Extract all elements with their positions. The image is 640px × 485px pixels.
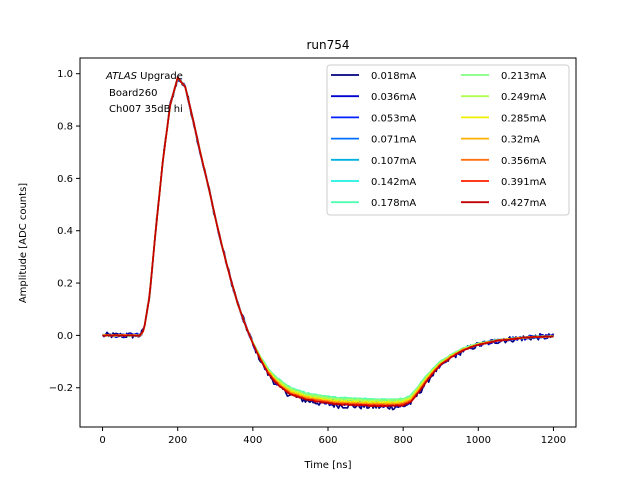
x-axis-title: Time [ns] bbox=[303, 460, 351, 471]
annotation-upgrade: Upgrade bbox=[137, 71, 183, 82]
legend-label: 0.036mA bbox=[371, 92, 416, 103]
series-curves bbox=[101, 75, 555, 411]
x-tick-label: 400 bbox=[243, 435, 262, 446]
x-axis-ticks: 0 200 400 600 800 1000 1200 bbox=[99, 427, 566, 446]
legend-label: 0.071mA bbox=[371, 135, 416, 146]
legend-label: 0.142mA bbox=[371, 177, 416, 188]
y-tick-label: 0.8 bbox=[57, 122, 73, 133]
y-tick-label: 0.4 bbox=[57, 226, 73, 237]
legend: 0.018mA 0.036mA 0.053mA 0.071mA 0.107mA 0.142… bbox=[326, 64, 570, 216]
legend-label: 0.356mA bbox=[501, 156, 546, 167]
legend-label: 0.249mA bbox=[501, 92, 546, 103]
y-tick-label: 0.2 bbox=[57, 279, 73, 290]
series-line bbox=[102, 76, 554, 408]
legend-label: 0.053mA bbox=[371, 113, 416, 124]
legend-label: 0.178mA bbox=[371, 198, 416, 209]
legend-label: 0.018mA bbox=[371, 71, 416, 82]
y-tick-label: 1.0 bbox=[57, 69, 73, 80]
y-axis-ticks: −0.2 0.0 0.2 0.4 0.6 0.8 1.0 bbox=[49, 69, 80, 394]
legend-items: 0.018mA 0.036mA 0.053mA 0.071mA 0.107mA 0.142… bbox=[331, 71, 546, 209]
x-tick-label: 200 bbox=[168, 435, 187, 446]
x-tick-label: 1000 bbox=[466, 435, 491, 446]
y-tick-label: 0.6 bbox=[57, 174, 73, 185]
annotation-line-3: Ch007 35dB hi bbox=[109, 104, 183, 115]
annotation-line-2: Board260 bbox=[109, 88, 157, 99]
annotation-line-1: ATLAS Upgrade bbox=[105, 71, 183, 82]
x-tick-label: 600 bbox=[318, 435, 337, 446]
y-tick-label: −0.2 bbox=[49, 383, 73, 394]
annotation-atlas: ATLAS bbox=[105, 71, 138, 82]
legend-label: 0.32mA bbox=[501, 135, 540, 146]
y-axis-title: Amplitude [ADC counts] bbox=[18, 183, 29, 303]
legend-label: 0.107mA bbox=[371, 156, 416, 167]
legend-label: 0.213mA bbox=[501, 71, 546, 82]
y-tick-label: 0.0 bbox=[57, 331, 73, 342]
x-tick-label: 800 bbox=[394, 435, 413, 446]
legend-label: 0.427mA bbox=[501, 198, 546, 209]
x-tick-label: 0 bbox=[99, 435, 105, 446]
legend-label: 0.285mA bbox=[501, 113, 546, 124]
legend-label: 0.391mA bbox=[501, 177, 546, 188]
legend-box bbox=[326, 64, 570, 216]
chart-title: run754 bbox=[306, 38, 349, 52]
atlas-annotation: ATLAS Upgrade Board260 Ch007 35dB hi bbox=[105, 71, 183, 115]
x-tick-label: 1200 bbox=[541, 435, 566, 446]
